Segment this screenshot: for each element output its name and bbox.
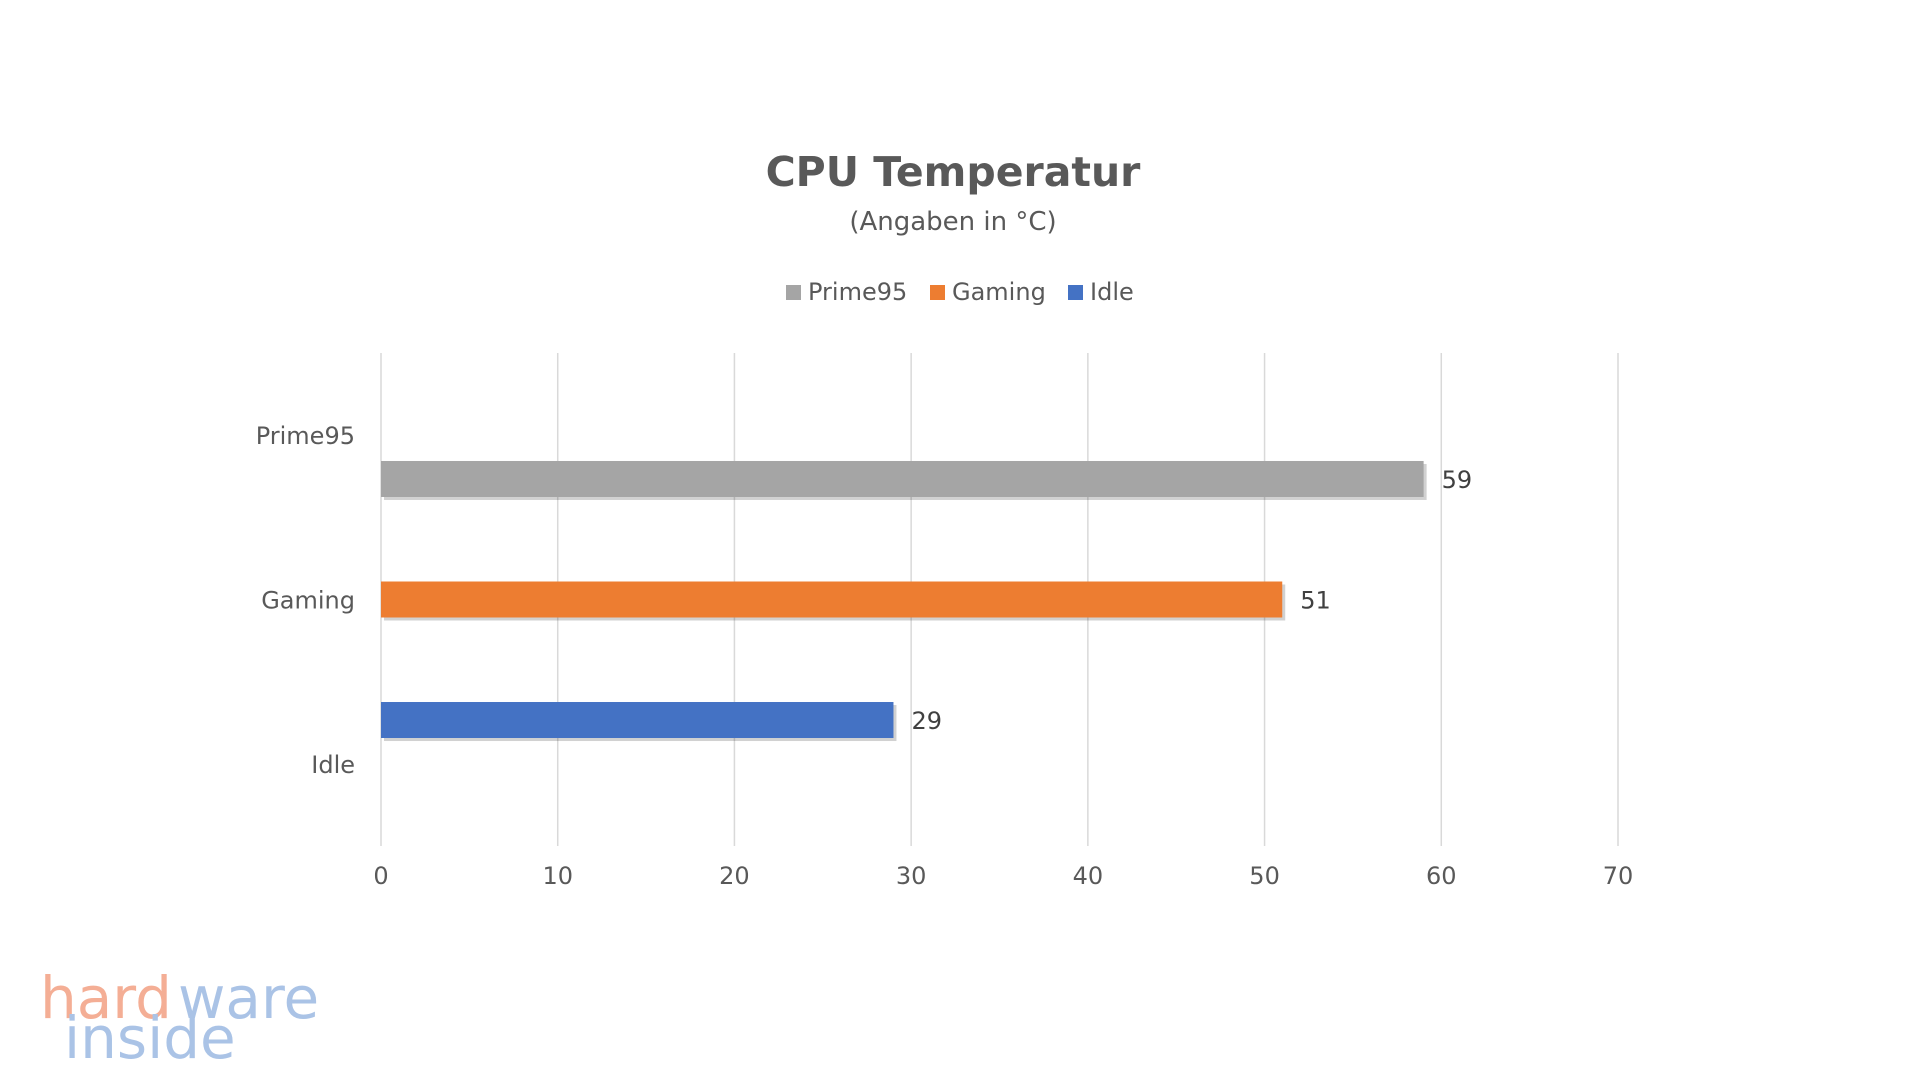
bar-gaming bbox=[381, 581, 1283, 618]
x-tick-label: 30 bbox=[896, 862, 927, 890]
x-tick-label: 60 bbox=[1426, 862, 1457, 890]
category-label: Prime95 bbox=[256, 422, 355, 450]
category-labels: Prime95 Gaming Idle bbox=[256, 422, 355, 779]
logo-hard-text: hard bbox=[40, 964, 172, 1032]
legend-label: Prime95 bbox=[808, 278, 907, 306]
hardware-inside-logo: hard ware inside bbox=[40, 964, 319, 1072]
x-tick-label: 70 bbox=[1603, 862, 1634, 890]
data-label: 29 bbox=[911, 707, 942, 735]
legend-label: Gaming bbox=[952, 278, 1046, 306]
bar-prime95 bbox=[381, 460, 1424, 497]
category-label: Idle bbox=[311, 751, 355, 779]
legend-swatch bbox=[786, 285, 801, 300]
x-tick-labels: 0 10 20 30 40 50 60 70 bbox=[373, 862, 1633, 890]
x-tick-label: 50 bbox=[1249, 862, 1280, 890]
legend-swatch bbox=[930, 285, 945, 300]
logo-inside-text: inside bbox=[64, 1004, 236, 1072]
legend-label: Idle bbox=[1090, 278, 1134, 306]
x-tick-label: 10 bbox=[542, 862, 573, 890]
data-label: 59 bbox=[1442, 466, 1473, 494]
logo-ware-text: ware bbox=[178, 964, 319, 1032]
data-label: 51 bbox=[1300, 587, 1331, 615]
chart-title: CPU Temperatur bbox=[766, 148, 1142, 196]
category-label: Gaming bbox=[261, 587, 355, 615]
bars: 59 51 29 bbox=[381, 460, 1473, 742]
x-tick-label: 20 bbox=[719, 862, 750, 890]
chart-subtitle: (Angaben in °C) bbox=[849, 207, 1056, 237]
x-tick-label: 0 bbox=[373, 862, 388, 890]
x-tick-label: 40 bbox=[1073, 862, 1104, 890]
bar-idle bbox=[381, 702, 894, 739]
legend-swatch bbox=[1068, 285, 1083, 300]
legend: Prime95 Gaming Idle bbox=[786, 278, 1134, 306]
